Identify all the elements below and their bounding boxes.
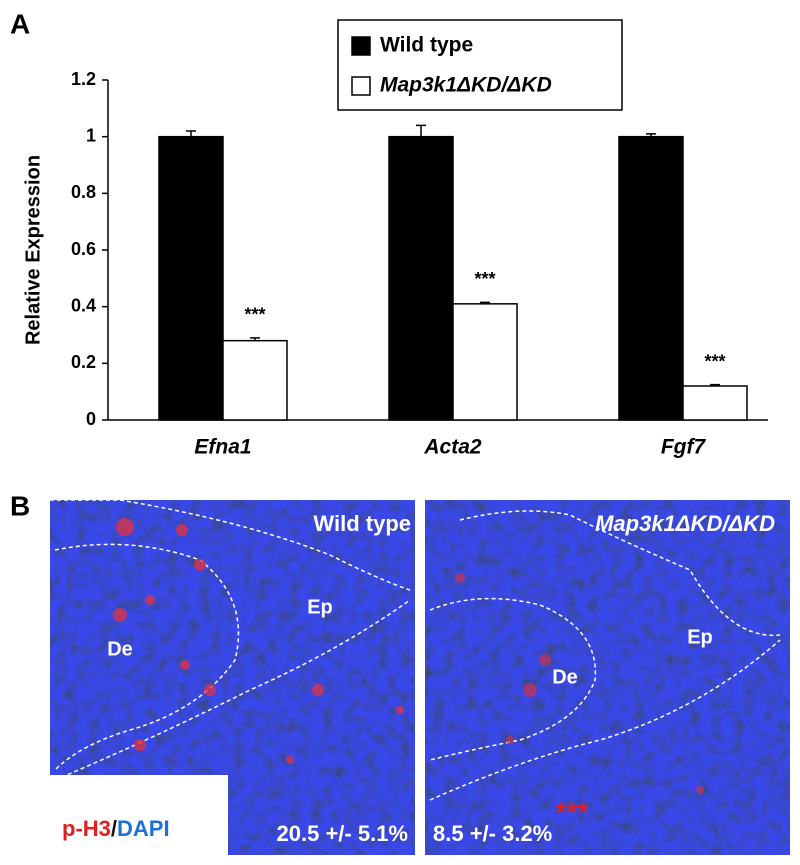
panel-label: A	[10, 8, 30, 39]
y-tick-label: 1.2	[71, 69, 96, 89]
significance: ***	[244, 305, 265, 325]
quantification: 8.5 +/- 3.2%	[433, 821, 552, 846]
stain-separator: /	[111, 816, 117, 841]
error-bar	[416, 124, 426, 137]
bar	[388, 135, 454, 421]
error-bar	[186, 130, 196, 137]
micrograph	[50, 499, 415, 855]
legend-label: Wild type	[380, 34, 473, 57]
legend-swatch	[351, 36, 371, 56]
bar	[682, 385, 748, 421]
region-label: Ep	[307, 596, 333, 618]
error-bar	[710, 383, 720, 386]
significance: ***	[474, 269, 495, 289]
significance: ***	[704, 351, 725, 371]
y-tick-label: 0.8	[71, 182, 96, 202]
x-tick-label: Acta2	[423, 436, 482, 459]
legend-box	[337, 19, 623, 111]
bar	[618, 135, 684, 421]
stain-legend: p-H3/DAPI	[62, 816, 170, 841]
y-tick-label: 0.2	[71, 352, 96, 372]
bar	[452, 303, 518, 421]
micrograph	[425, 500, 790, 855]
significance: ***	[556, 796, 589, 827]
image-title: Wild type	[313, 511, 411, 536]
quantification: 20.5 +/- 5.1%	[277, 821, 408, 846]
y-axis-label: Relative Expression	[22, 155, 44, 345]
stain: p-H3	[62, 816, 111, 841]
x-tick-label: Efna1	[194, 436, 251, 459]
error-bar	[250, 337, 260, 341]
y-tick-label: 0.4	[71, 295, 96, 315]
bar	[222, 339, 288, 421]
y-tick-label: 0	[86, 409, 96, 429]
error-bar	[480, 301, 490, 304]
region-label: De	[552, 666, 578, 688]
stain: DAPI	[117, 816, 170, 841]
panel-label: B	[10, 490, 30, 521]
region-label: Ep	[687, 626, 713, 648]
bar	[158, 135, 224, 421]
image-title: Map3k1ΔKD/ΔKD	[595, 511, 775, 536]
region-label: De	[107, 638, 133, 660]
x-tick-label: Fgf7	[661, 436, 707, 459]
legend-swatch	[351, 76, 371, 96]
y-tick-label: 0.6	[71, 239, 96, 259]
y-tick-label: 1	[86, 125, 96, 145]
legend-label: Map3k1ΔKD/ΔKD	[380, 74, 552, 97]
error-bar	[646, 133, 656, 137]
